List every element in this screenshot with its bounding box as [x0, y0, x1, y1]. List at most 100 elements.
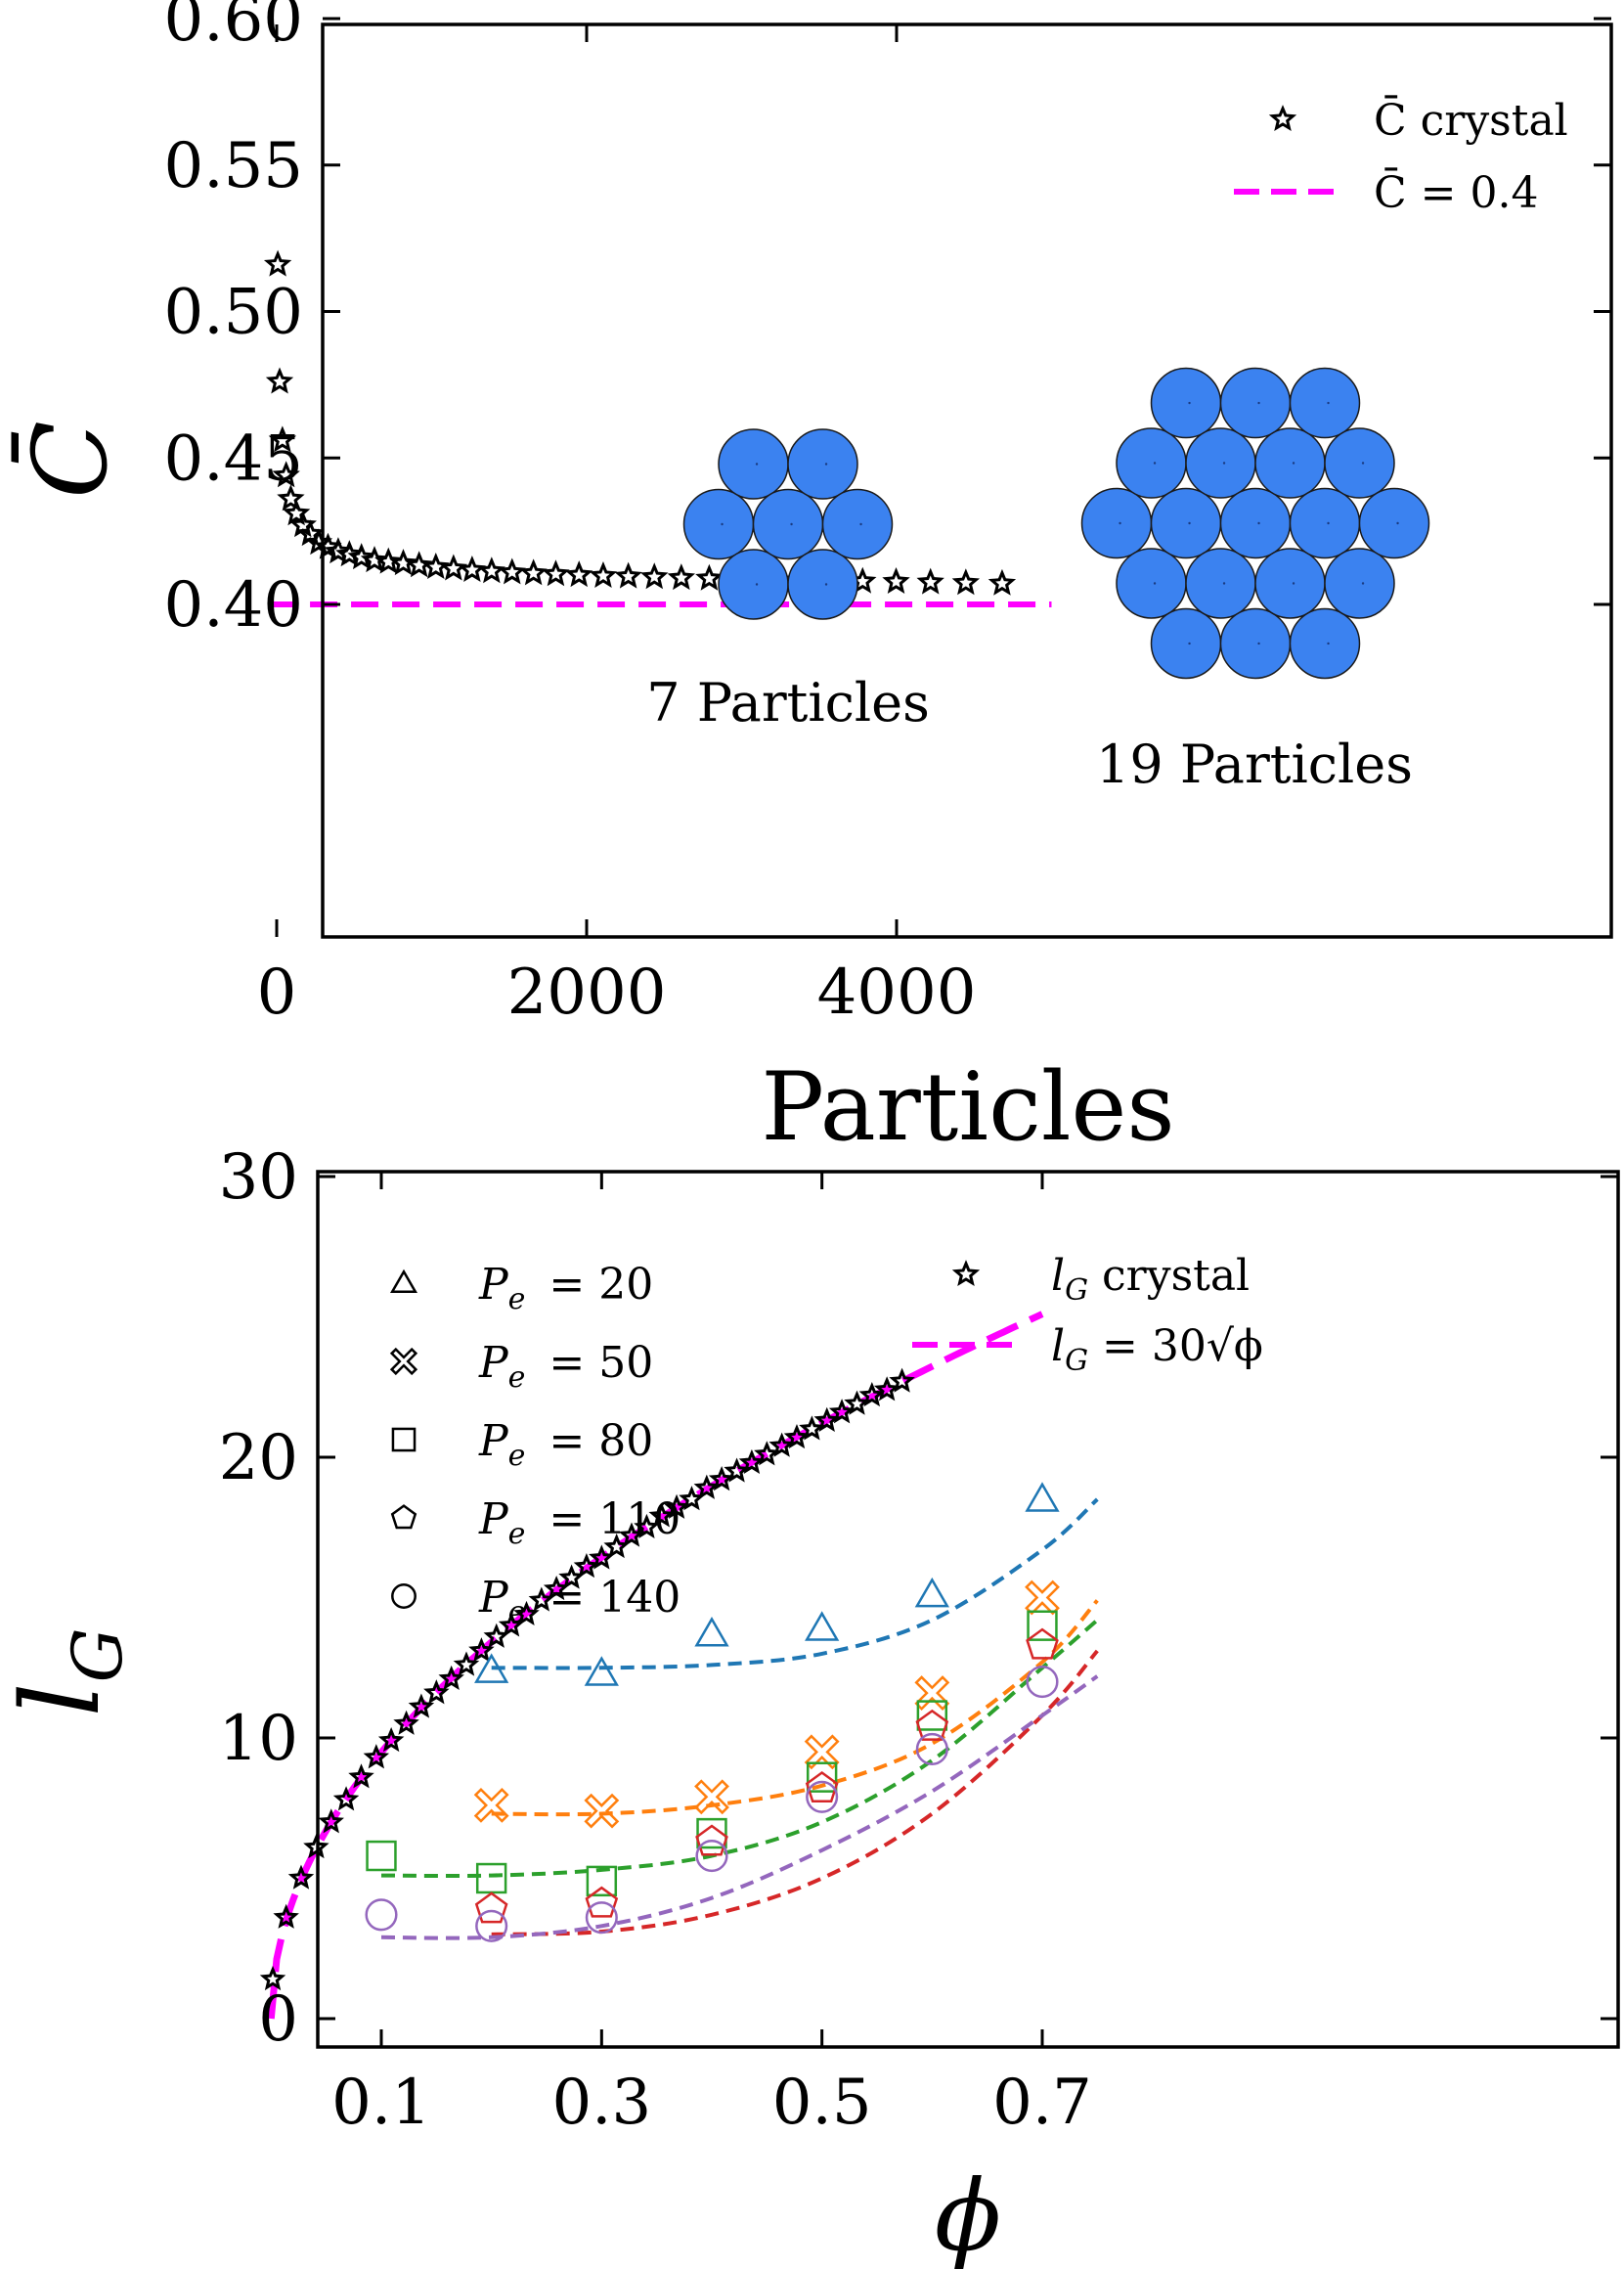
fit-curve [491, 1599, 1099, 1817]
top-legend: C̄ crystal C̄ = 0.4 [1234, 94, 1568, 218]
bottom-axis-ticks: 0.1 0.3 0.5 0.7 0 10 20 30 [219, 1141, 1618, 2139]
crystal-point [640, 562, 669, 590]
crystal-point [519, 558, 548, 586]
particle-disc [1219, 487, 1292, 559]
pe-data-point [473, 1787, 509, 1823]
crystal-point [858, 1381, 886, 1407]
crystal-point [882, 567, 910, 595]
legend-pe-label: Pe = 140 [478, 1573, 680, 1629]
pe-data-point [694, 1779, 729, 1815]
crystal-point [335, 540, 364, 567]
legend-pe-symbol: P [478, 1494, 509, 1544]
crystal-point [679, 1486, 705, 1511]
particle-center-dot [1222, 462, 1226, 465]
particle-disc [1116, 427, 1187, 499]
crystal-point [988, 568, 1017, 596]
legend-pe-symbol: P [478, 1338, 509, 1388]
particle-disc [787, 549, 858, 620]
particle-center-dot [1188, 521, 1191, 525]
crystal-point [421, 553, 450, 580]
particle-center-dot [755, 583, 759, 586]
top-y-axis-label: C̄ [10, 421, 130, 499]
top-plot-data [263, 249, 1052, 607]
pe-data-point [474, 1653, 509, 1683]
x-tick-label: 4000 [817, 957, 977, 1029]
legend-pe-label: Pe = 50 [478, 1338, 653, 1395]
particle-disc [1289, 487, 1361, 559]
crystal-point [259, 1965, 286, 1991]
bottom-x-axis-label: ϕ [935, 2158, 1001, 2269]
legend-pe-subscript: e [508, 1517, 526, 1551]
legend-pe-value: = 140 [535, 1573, 680, 1623]
legend-lg-rest: crystal [1088, 1251, 1250, 1301]
crystal-point [738, 1448, 766, 1474]
legend-pe-symbol: P [478, 1260, 509, 1310]
legend-square-icon [391, 1427, 417, 1452]
crystal-point [558, 1564, 585, 1589]
particle-center-dot [1222, 582, 1226, 585]
particle-disc [752, 488, 824, 560]
legend-star-icon [951, 1260, 981, 1287]
pe-data-point [914, 1675, 950, 1711]
bottom-y-axis-label: lG [0, 1627, 138, 1716]
legend-pe-value: = 110 [535, 1494, 680, 1544]
bottom-y-label-sub: G [58, 1627, 138, 1682]
crystal-point [347, 543, 375, 570]
y-tick-label: 20 [219, 1422, 298, 1494]
pe-data-point [1027, 1610, 1058, 1641]
x-tick-label: 0 [257, 957, 297, 1029]
legend-lg-symbol: l [1051, 1321, 1065, 1371]
crystal-point [268, 425, 297, 453]
bottom-crystal-data [259, 1367, 915, 1991]
top-axis-ticks: 0 2000 4000 0.40 0.45 0.50 0.55 0.60 [164, 0, 1611, 1029]
legend-pe-subscript: e [508, 1360, 526, 1395]
particle-center-dot [824, 583, 828, 586]
particle-center-dot [1119, 521, 1121, 525]
fit-curve [491, 1497, 1099, 1670]
crystal-point [889, 1367, 915, 1393]
fit-curve [380, 1618, 1099, 1879]
legend-label-c-crystal: C̄ crystal [1374, 94, 1568, 146]
particle-center-dot [1396, 521, 1399, 525]
x-tick-label: 2000 [507, 957, 667, 1029]
particle-center-dot [1361, 462, 1365, 465]
pe-data-point [695, 1824, 728, 1856]
pe-data-point [584, 1656, 619, 1686]
crystal-point [543, 1575, 570, 1601]
crystal-point [663, 1493, 690, 1519]
crystal-point [277, 484, 305, 512]
particle-center-dot [1292, 582, 1295, 585]
crystal-point [693, 1474, 721, 1499]
crystal-point [405, 551, 433, 578]
annotation-19-particles: 19 Particles [1096, 734, 1413, 795]
legend-lg-symbol: l [1051, 1251, 1065, 1301]
particle-center-dot [1327, 521, 1330, 525]
crystal-point [498, 1612, 525, 1637]
crystal-point [324, 537, 353, 564]
pe-data-point [474, 1891, 508, 1924]
crystal-point [634, 1513, 660, 1538]
top-x-axis-label: Particles [761, 1052, 1174, 1162]
y-tick-label: 0.50 [164, 277, 304, 349]
legend-pe-label: Pe = 110 [478, 1494, 680, 1551]
particle-disc [1254, 548, 1326, 619]
particle-disc [1289, 367, 1361, 439]
pe-data-point [694, 1617, 729, 1647]
annotation-7-particles: 7 Particles [646, 672, 930, 734]
pe-data-point [916, 1700, 948, 1731]
pe-data-point [695, 1839, 728, 1873]
pe-data-point [1025, 1579, 1060, 1616]
top-plot-frame [321, 22, 1613, 939]
pe-data-point [585, 1901, 618, 1935]
crystal-point [287, 1864, 315, 1890]
pe-data-point [1026, 1666, 1059, 1699]
legend-triangle-icon [390, 1268, 417, 1294]
legend-pe-value: = 50 [535, 1338, 653, 1388]
y-tick-label: 0.45 [164, 423, 304, 495]
crystal-point [565, 560, 593, 588]
legend-lg-crystal: lG crystal [1051, 1251, 1250, 1308]
crystal-point [265, 367, 294, 394]
pe-data-point [915, 1709, 949, 1741]
particle-disc [787, 428, 858, 500]
